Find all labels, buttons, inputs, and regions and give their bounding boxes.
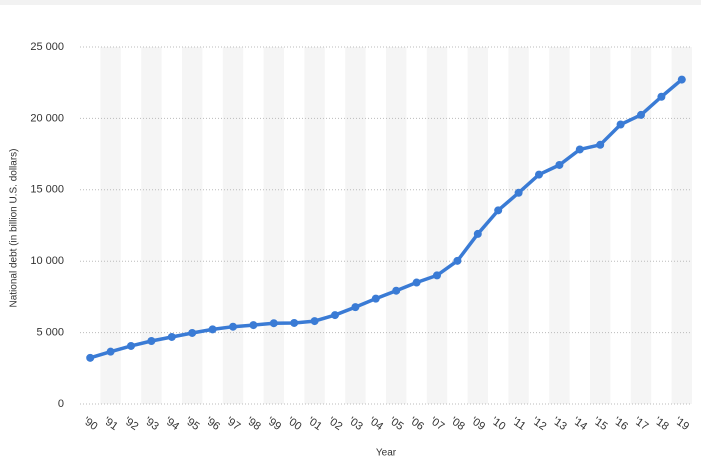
data-point <box>412 278 421 287</box>
y-tick-label: 10 000 <box>30 255 64 267</box>
data-point <box>127 341 135 350</box>
x-tick-label: '92 <box>122 415 141 433</box>
data-point <box>310 317 319 326</box>
y-tick-label: 5 000 <box>36 327 64 339</box>
column-band <box>426 47 448 404</box>
y-tick-label: 20 000 <box>30 112 64 124</box>
data-point <box>433 271 441 280</box>
data-point <box>106 347 115 356</box>
x-tick-label: '14 <box>571 415 590 433</box>
x-tick-label: '00 <box>285 415 304 433</box>
x-tick-label: '03 <box>346 415 365 433</box>
x-tick-label: '15 <box>591 415 610 433</box>
y-tick-label: 0 <box>58 398 64 410</box>
data-point <box>331 311 339 320</box>
data-point <box>555 160 564 169</box>
data-point <box>514 188 523 197</box>
column-band <box>590 47 611 404</box>
data-point <box>657 92 666 101</box>
column-band <box>304 47 325 404</box>
data-point <box>392 286 401 295</box>
band-layer <box>100 47 692 404</box>
x-tick-label: '95 <box>183 415 202 433</box>
x-tick-label: '96 <box>203 415 222 433</box>
column-band <box>222 47 244 404</box>
data-point <box>637 110 645 119</box>
x-tick-label: '18 <box>652 415 671 433</box>
x-tick-label: '11 <box>510 415 528 433</box>
data-point <box>371 294 380 303</box>
x-tick-label: '04 <box>367 415 386 433</box>
x-tick-label: '13 <box>550 415 569 433</box>
x-tick-label: '91 <box>101 415 120 433</box>
data-point <box>453 256 462 265</box>
column-band <box>467 47 488 404</box>
y-axis-title: National debt (in billion U.S. dollars) <box>9 149 20 308</box>
data-point <box>208 325 217 334</box>
x-axis-title: Year <box>376 448 397 459</box>
data-point <box>616 120 625 129</box>
top-strip <box>0 0 701 5</box>
data-point <box>167 332 176 341</box>
data-point <box>596 140 605 149</box>
y-tick-label: 15 000 <box>30 184 64 196</box>
x-tick-label: '09 <box>469 415 488 433</box>
data-point <box>269 319 278 328</box>
x-tick-label: '99 <box>265 415 284 433</box>
data-point <box>86 353 95 362</box>
data-point <box>351 303 360 312</box>
y-tick-label: 25 000 <box>30 41 64 53</box>
x-tick-label: '08 <box>448 415 467 433</box>
column-band <box>630 47 652 404</box>
x-tick-label: '05 <box>387 415 406 433</box>
column-band <box>345 47 366 404</box>
x-tick-label: '07 <box>428 415 447 433</box>
column-band <box>100 47 121 404</box>
data-point <box>147 337 156 346</box>
data-point <box>473 229 482 238</box>
data-point <box>249 321 258 330</box>
column-band <box>141 47 162 404</box>
data-point <box>229 322 237 331</box>
column-band <box>263 47 284 404</box>
x-tick-label: '98 <box>244 415 263 433</box>
data-point <box>575 145 584 154</box>
column-band <box>549 47 570 404</box>
x-tick-label: '19 <box>673 415 692 433</box>
x-tick-label: '94 <box>163 415 182 433</box>
x-tick-label: '17 <box>632 415 651 433</box>
data-point <box>188 328 197 337</box>
column-band <box>508 47 529 404</box>
x-tick-label: '12 <box>530 415 549 433</box>
x-tick-label: '90 <box>81 415 100 433</box>
x-tick-label: '06 <box>407 415 426 433</box>
x-tick-label: '16 <box>611 415 630 433</box>
x-tick-label: '02 <box>326 415 345 433</box>
x-tick-label: '93 <box>142 415 161 433</box>
x-tick-label: '97 <box>224 415 243 433</box>
column-band <box>182 47 203 404</box>
data-point <box>677 75 686 84</box>
column-band <box>671 47 692 404</box>
column-band <box>386 47 407 404</box>
data-point <box>494 206 503 215</box>
data-point <box>535 170 543 179</box>
data-point <box>290 318 299 327</box>
x-tick-label: '10 <box>489 415 508 433</box>
x-tick-label: '01 <box>305 415 324 433</box>
